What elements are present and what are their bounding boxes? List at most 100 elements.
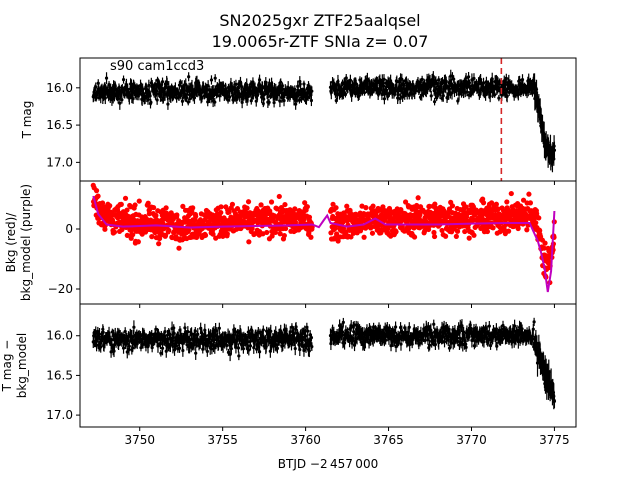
data-point [268, 349, 272, 353]
data-point [172, 331, 176, 335]
background-point [520, 197, 527, 203]
background-point [302, 200, 308, 206]
data-point [341, 320, 345, 324]
background-point [463, 204, 469, 210]
background-model-line [92, 195, 556, 293]
background-point [224, 231, 230, 237]
data-point [398, 97, 402, 101]
data-point [281, 344, 285, 348]
data-point [449, 82, 454, 86]
background-point [431, 233, 438, 240]
background-point [202, 232, 209, 238]
background-point [130, 232, 136, 238]
background-point [332, 226, 338, 232]
data-point [172, 326, 176, 330]
data-point [249, 99, 253, 103]
data-point [309, 98, 314, 103]
background-point [363, 205, 369, 211]
y-tick-label: 16.5 [46, 118, 73, 132]
data-point [382, 97, 387, 101]
background-point [102, 226, 108, 232]
background-point [156, 241, 162, 247]
background-point [439, 227, 445, 234]
background-point [95, 193, 101, 199]
background-frame [79, 180, 577, 305]
data-point [293, 346, 297, 351]
data-point [355, 336, 359, 341]
data-point [281, 87, 285, 91]
data-point [240, 100, 244, 104]
data-point [293, 87, 297, 91]
data-point [120, 98, 124, 102]
data-point [481, 81, 486, 85]
background-point [145, 200, 151, 206]
data-point [225, 343, 229, 348]
background-point [398, 206, 404, 213]
data-point [192, 96, 197, 100]
background-point [146, 211, 153, 217]
background-point [330, 201, 336, 207]
background-point [249, 225, 255, 231]
data-point [229, 346, 233, 351]
background-point [107, 203, 113, 209]
data-point [123, 329, 127, 334]
background-point [220, 233, 226, 239]
y-tick-label: 17.0 [46, 155, 73, 169]
data-point [150, 332, 154, 336]
data-point [251, 80, 255, 84]
data-point [497, 96, 501, 100]
background-point [490, 225, 496, 231]
data-point [420, 77, 424, 81]
data-point [267, 338, 272, 342]
background-point [210, 231, 216, 237]
background-point [334, 231, 340, 237]
data-point [298, 347, 302, 352]
data-point [517, 78, 522, 82]
background-point [132, 202, 138, 208]
background-point [111, 229, 118, 235]
background-point [466, 235, 472, 241]
background-point [536, 215, 542, 221]
background-point [124, 207, 130, 213]
data-point [248, 344, 253, 348]
data-point [309, 335, 314, 340]
tmag-y-label: T mag [20, 101, 34, 140]
background-point [218, 209, 224, 216]
background-point [306, 214, 313, 220]
data-point [213, 100, 217, 104]
data-point [226, 98, 230, 102]
data-point [125, 350, 129, 354]
tmag-y-ticks: 16.0 16.5 17.0 [46, 81, 80, 169]
background-point [333, 205, 339, 211]
data-point [234, 82, 238, 86]
background-point [218, 204, 224, 210]
background-point [443, 233, 449, 239]
background-point [180, 203, 186, 209]
background-point [335, 238, 341, 244]
data-point [213, 76, 217, 80]
data-point [386, 94, 390, 99]
background-point [163, 205, 169, 211]
data-point [148, 94, 152, 98]
background-point [229, 201, 236, 207]
y-tick-label: −20 [48, 282, 73, 296]
data-point [171, 344, 175, 349]
data-point [178, 80, 182, 85]
data-point [552, 148, 557, 152]
background-point [411, 234, 418, 240]
background-point [515, 225, 521, 232]
background-point [149, 234, 155, 240]
data-point [116, 97, 120, 101]
data-point [209, 78, 214, 82]
data-point [351, 336, 355, 340]
background-point [193, 213, 199, 219]
data-point [257, 350, 262, 354]
data-point [410, 92, 414, 96]
background-point [369, 230, 376, 236]
data-point [343, 92, 348, 97]
background-point [453, 233, 459, 240]
background-point [162, 232, 169, 239]
background-point [186, 227, 192, 233]
data-point [233, 330, 238, 334]
